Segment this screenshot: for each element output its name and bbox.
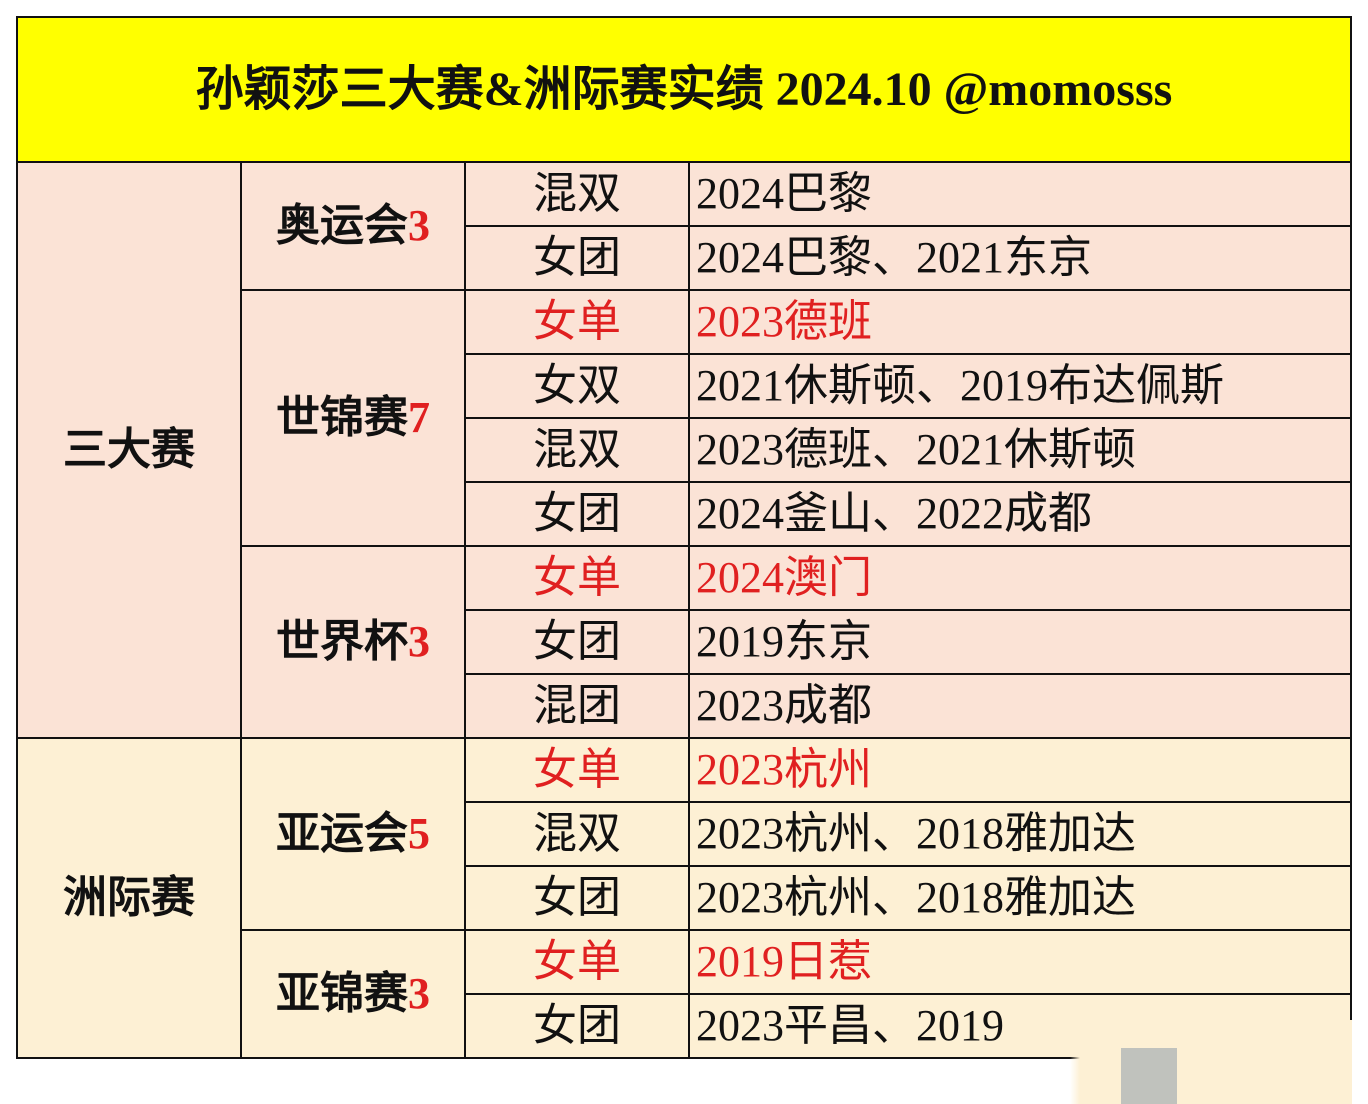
table-row: 亚锦赛3 女单 2019日惹 — [17, 929, 1352, 1059]
competition-cell: 亚锦赛3 — [240, 929, 466, 1059]
event-name: 混双 — [464, 417, 690, 483]
table-row: 洲际赛 亚运会5 女单 2023杭州 — [16, 737, 1352, 1059]
table-title: 孙颖莎三大赛&洲际赛实绩 2024.10 @momosss — [16, 16, 1352, 163]
event-name: 女双 — [464, 353, 690, 419]
competition-cell: 世界杯3 — [240, 545, 466, 739]
event-results: 2024澳门 — [688, 545, 1352, 611]
table-row: 女双 2021休斯顿、2019布达佩斯 — [17, 353, 1352, 419]
event-name: 女单 — [464, 545, 690, 611]
table-row: 女团 2024釜山、2022成都 — [17, 481, 1352, 547]
table-row: 混双 2023杭州、2018雅加达 — [17, 801, 1352, 867]
competition-cell: 世锦赛7 — [240, 289, 466, 547]
event-name: 女团 — [464, 993, 690, 1059]
event-results: 2024巴黎 — [688, 161, 1352, 227]
event-results: 2023德班、2021休斯顿 — [688, 417, 1352, 483]
title-count: 3 — [408, 201, 430, 250]
event-results: 2019东京 — [688, 609, 1352, 675]
event-results: 2023杭州、2018雅加达 — [688, 801, 1352, 867]
table-row: 女团 2019东京 — [17, 609, 1352, 675]
event-name: 女团 — [464, 225, 690, 291]
event-results: 2023杭州、2018雅加达 — [688, 865, 1352, 931]
competition-cell: 奥运会3 — [240, 161, 466, 291]
event-results: 2021休斯顿、2019布达佩斯 — [688, 353, 1352, 419]
event-name: 女团 — [464, 865, 690, 931]
competition-name: 亚运会 — [276, 809, 408, 858]
competition-name: 奥运会 — [276, 201, 408, 250]
competition-name: 世锦赛 — [276, 393, 408, 442]
table-row: 三大赛 奥运会3 混双 2024巴黎 — [16, 161, 1352, 739]
event-name: 混团 — [464, 673, 690, 739]
section-name: 三大赛 — [16, 161, 242, 739]
title-count: 7 — [408, 393, 430, 442]
table-row: 世锦赛7 女单 2023德班 — [17, 289, 1352, 547]
table-row: 世界杯3 女单 2024澳门 — [17, 545, 1352, 739]
section-name: 洲际赛 — [16, 737, 242, 1059]
event-name: 女单 — [464, 737, 690, 803]
event-results: 2023杭州 — [688, 737, 1352, 803]
table-row: 女团 2024巴黎、2021东京 — [17, 225, 1352, 291]
competition-name: 亚锦赛 — [276, 969, 408, 1018]
table-row: 混团 2023成都 — [17, 673, 1352, 739]
title-count: 5 — [408, 809, 430, 858]
event-results: 2024釜山、2022成都 — [688, 481, 1352, 547]
table-row: 女团 2023杭州、2018雅加达 — [17, 865, 1352, 931]
event-name: 女单 — [464, 929, 690, 995]
results-table: 孙颖莎三大赛&洲际赛实绩 2024.10 @momosss 三大赛 奥运会3 混双 2… — [16, 16, 1352, 1059]
table-row: 混双 2023德班、2021休斯顿 — [17, 417, 1352, 483]
competition-name: 世界杯 — [276, 617, 408, 666]
event-name: 女团 — [464, 609, 690, 675]
event-results: 2024巴黎、2021东京 — [688, 225, 1352, 291]
event-name: 混双 — [464, 161, 690, 227]
event-results: 2019日惹 — [688, 929, 1352, 995]
event-name: 混双 — [464, 801, 690, 867]
event-results: 2023德班 — [688, 289, 1352, 355]
gray-overlay-square — [1121, 1048, 1177, 1104]
image-edge — [1352, 1020, 1368, 1104]
event-results: 2023成都 — [688, 673, 1352, 739]
competition-cell: 亚运会5 — [240, 737, 466, 931]
title-count: 3 — [408, 969, 430, 1018]
event-name: 女单 — [464, 289, 690, 355]
event-name: 女团 — [464, 481, 690, 547]
image-overlay-fade — [1070, 1020, 1352, 1104]
title-count: 3 — [408, 617, 430, 666]
